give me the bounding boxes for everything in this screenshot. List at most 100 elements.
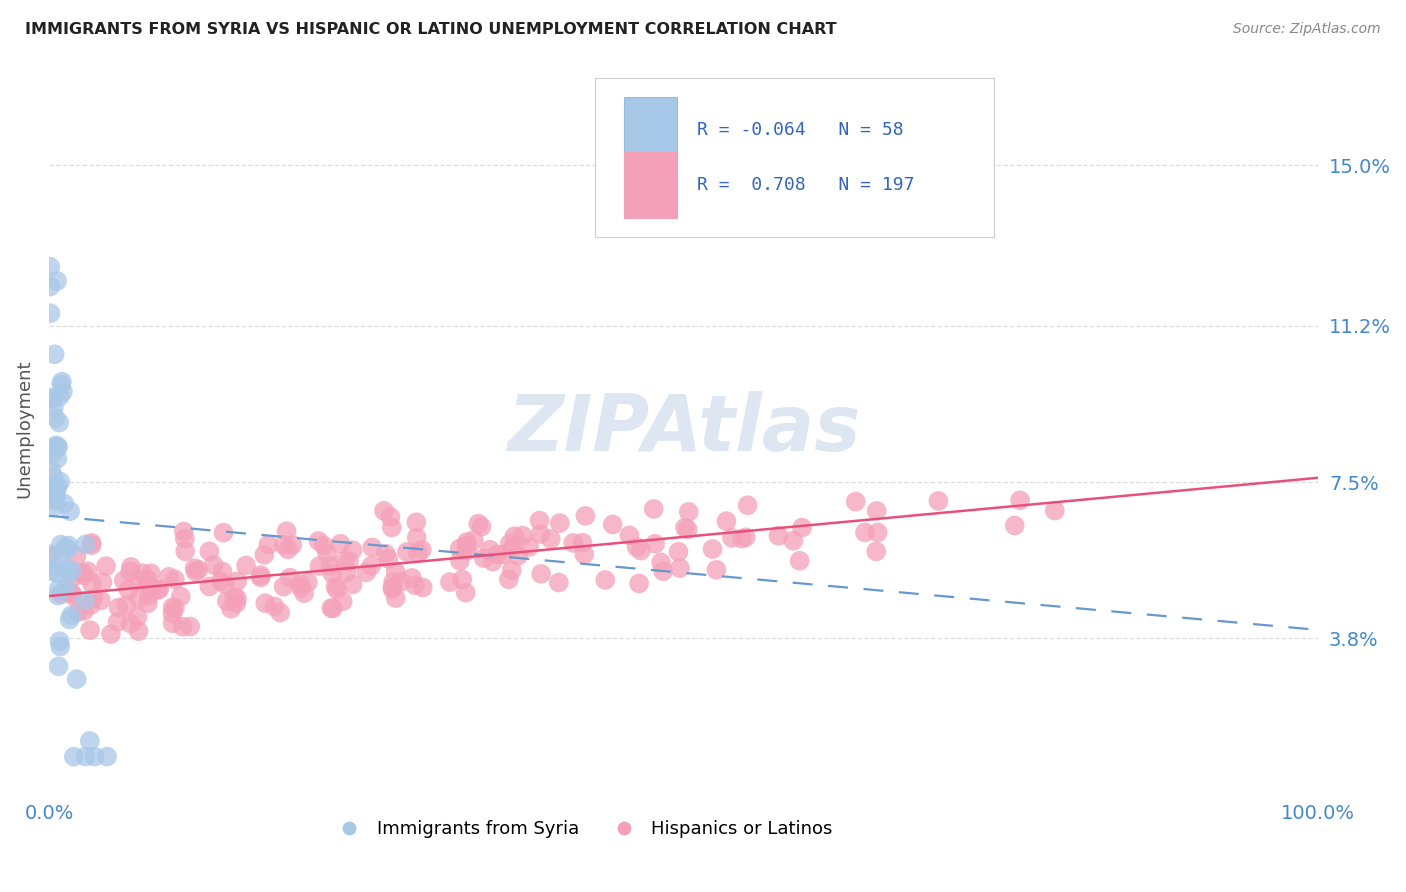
Point — [492, 548, 515, 562]
Point — [382, 574, 405, 589]
Point — [1010, 493, 1032, 508]
Point — [373, 504, 395, 518]
Point — [80, 576, 103, 591]
Point — [173, 524, 195, 539]
Point — [52, 384, 75, 399]
Point — [517, 540, 540, 554]
Point — [65, 549, 87, 564]
Point — [486, 548, 509, 562]
Point — [184, 565, 207, 579]
Point — [139, 566, 162, 581]
Point — [41, 481, 63, 495]
Point — [115, 598, 138, 612]
Point — [179, 619, 201, 633]
Point — [96, 749, 118, 764]
Point — [56, 542, 79, 557]
Point — [48, 634, 70, 648]
Point — [789, 554, 811, 568]
Point — [46, 439, 69, 453]
Point — [619, 528, 641, 542]
Point — [46, 440, 69, 454]
Point — [768, 529, 790, 543]
Point — [55, 581, 77, 595]
Point — [316, 547, 339, 561]
Point — [44, 500, 66, 514]
Point — [451, 573, 474, 587]
Point — [107, 615, 129, 629]
Point — [66, 672, 89, 686]
Point — [249, 568, 271, 582]
Point — [377, 552, 399, 566]
Point — [401, 571, 423, 585]
Point — [41, 565, 63, 579]
Point — [79, 623, 101, 637]
Point — [678, 505, 700, 519]
Point — [508, 549, 530, 563]
Point — [225, 596, 247, 610]
Point — [412, 581, 434, 595]
Point — [319, 558, 342, 573]
Point — [44, 347, 66, 361]
Point — [449, 554, 471, 568]
Point — [337, 554, 360, 568]
Point — [172, 619, 194, 633]
Point — [308, 533, 330, 548]
Point — [628, 576, 651, 591]
Point — [927, 494, 949, 508]
Point — [215, 594, 238, 608]
Point — [46, 555, 69, 569]
Point — [381, 582, 404, 596]
Point — [276, 524, 298, 538]
Point — [117, 582, 139, 597]
Point — [253, 548, 276, 562]
Point — [41, 549, 63, 564]
Point — [48, 416, 70, 430]
Point — [734, 530, 756, 544]
Point — [512, 528, 534, 542]
Point — [669, 561, 692, 575]
Point — [58, 538, 80, 552]
Point — [472, 551, 495, 566]
Point — [80, 538, 103, 552]
Point — [120, 560, 142, 574]
Point — [342, 577, 364, 591]
Point — [73, 604, 96, 618]
Point — [593, 573, 616, 587]
Point — [49, 377, 72, 392]
Point — [58, 584, 80, 599]
Point — [456, 539, 478, 553]
Point — [212, 525, 235, 540]
Point — [322, 601, 344, 615]
Point — [254, 596, 277, 610]
Point — [333, 554, 356, 568]
Point — [83, 749, 105, 764]
Point — [652, 564, 675, 578]
Point — [290, 577, 312, 591]
Point — [257, 538, 280, 552]
Point — [48, 659, 70, 673]
Point — [162, 600, 184, 615]
Point — [384, 565, 406, 579]
Point — [146, 582, 169, 597]
Point — [170, 590, 193, 604]
Point — [782, 533, 804, 548]
Point — [46, 274, 69, 288]
Text: R =  0.708   N = 197: R = 0.708 N = 197 — [697, 176, 915, 194]
Point — [405, 516, 427, 530]
Point — [73, 593, 96, 607]
Point — [148, 582, 170, 596]
Point — [45, 494, 67, 508]
Point — [46, 479, 69, 493]
Point — [162, 607, 184, 621]
Point — [329, 537, 352, 551]
Point — [540, 532, 562, 546]
Point — [73, 568, 96, 582]
Point — [529, 514, 551, 528]
Point — [361, 541, 384, 555]
Point — [91, 575, 114, 590]
Point — [53, 497, 76, 511]
Point — [321, 566, 343, 581]
Point — [439, 575, 461, 590]
Point — [325, 580, 347, 594]
Point — [406, 546, 429, 560]
